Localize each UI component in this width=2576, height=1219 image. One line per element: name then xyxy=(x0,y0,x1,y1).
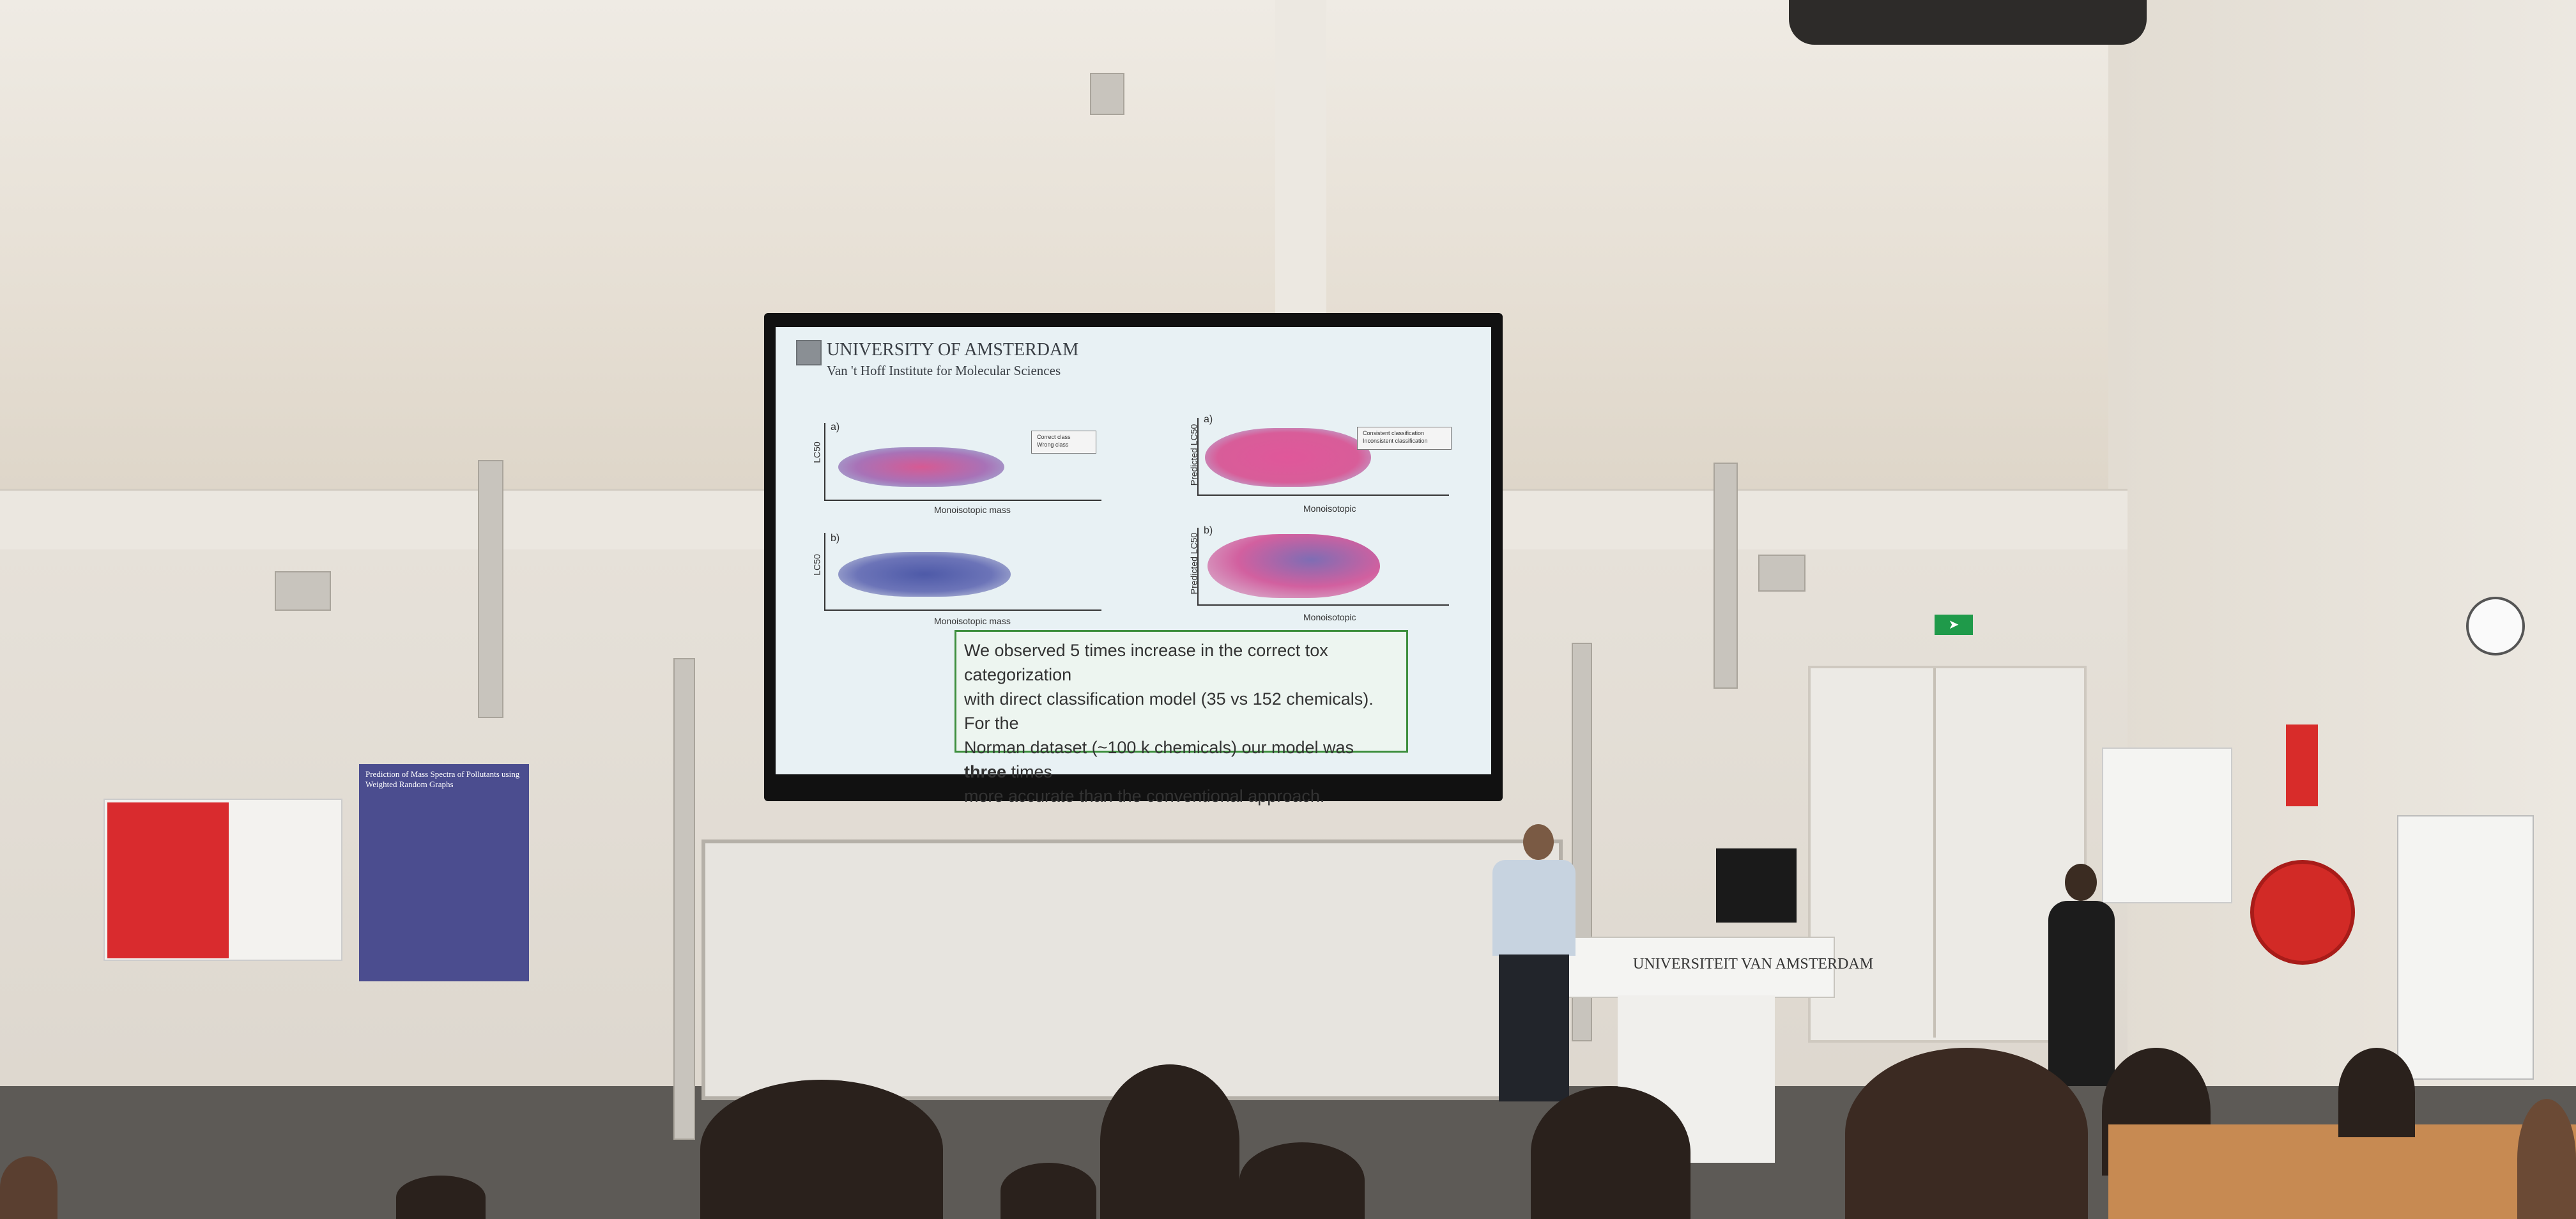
scatter-plot-a-right xyxy=(1197,418,1449,496)
presenter-shirt xyxy=(1492,860,1575,956)
audience-head xyxy=(2338,1048,2415,1137)
text-line: with direct classification model (35 vs … xyxy=(964,689,1374,733)
audience-head xyxy=(0,1156,57,1219)
y-axis-label: LC50 xyxy=(811,441,822,463)
x-axis-label: Monoisotopic mass xyxy=(934,505,1011,515)
panel-label: b) xyxy=(1204,525,1213,536)
wall-speaker-right xyxy=(1758,555,1805,592)
audience-head xyxy=(1239,1142,1365,1219)
whiteboard xyxy=(702,839,1563,1100)
university-name: UNIVERSITY OF AMSTERDAM xyxy=(827,340,1079,360)
audience-head xyxy=(700,1080,943,1219)
audience-head xyxy=(1100,1064,1239,1219)
institute-name: Van 't Hoff Institute for Molecular Scie… xyxy=(827,363,1061,378)
projector xyxy=(1789,0,2147,45)
clock-icon xyxy=(2466,597,2525,656)
presenter-trousers xyxy=(1499,954,1569,1101)
legend-entry: Inconsistent classification xyxy=(1363,438,1428,444)
y-axis-label: Predicted LC50 xyxy=(1188,532,1199,595)
scatter-plot-b-left xyxy=(824,533,1101,611)
scatter-plot-b-right xyxy=(1197,528,1449,606)
legend-entry: Wrong class xyxy=(1037,441,1069,448)
scatter-cloud xyxy=(1208,534,1380,598)
x-axis-label: Monoisotopic mass xyxy=(934,616,1011,626)
text-line: We observed 5 times increase in the corr… xyxy=(964,641,1328,684)
scatter-cloud xyxy=(1205,428,1371,487)
right-speaker-column xyxy=(1713,463,1738,689)
y-axis-label: Predicted LC50 xyxy=(1188,424,1199,486)
left-speaker-column xyxy=(478,460,503,718)
bold-word: three xyxy=(964,762,1007,781)
slide-text: We observed 5 times increase in the corr… xyxy=(964,638,1399,808)
poster-right-wall xyxy=(2102,747,2232,903)
text-line: times xyxy=(1006,762,1053,781)
slide-text-box: We observed 5 times increase in the corr… xyxy=(954,630,1408,806)
slide-header: UNIVERSITY OF AMSTERDAM Van 't Hoff Inst… xyxy=(796,340,1179,385)
fire-sign-icon xyxy=(2286,724,2318,806)
legend-entry: Consistent classification xyxy=(1363,430,1425,436)
legend-right: Consistent classification Inconsistent c… xyxy=(1357,427,1452,450)
scatter-cloud xyxy=(838,552,1011,597)
double-doors xyxy=(1808,666,2087,1043)
scatter-cloud xyxy=(838,447,1004,487)
audience-head xyxy=(1531,1086,1690,1219)
woman-body xyxy=(2048,901,2115,1086)
audience-head xyxy=(1845,1048,2088,1219)
audience-head xyxy=(2517,1099,2576,1219)
poster-title: Prediction of Mass Spectra of Pollutants… xyxy=(365,769,520,789)
text-line: Norman dataset (~100 k chemicals) our mo… xyxy=(964,738,1354,757)
x-axis-label: Monoisotopic xyxy=(1303,503,1356,514)
panel-label: a) xyxy=(831,422,840,433)
wall-pillar xyxy=(1275,0,1326,319)
uva-logo-icon xyxy=(796,340,822,365)
wall-speaker-left xyxy=(275,571,331,611)
audience-head xyxy=(396,1176,486,1219)
podium-monitor xyxy=(1716,848,1797,923)
presenter-head xyxy=(1523,824,1554,860)
audience-head xyxy=(1000,1163,1096,1219)
scatter-plot-a-left xyxy=(824,423,1101,501)
woman-head xyxy=(2065,864,2097,901)
podium-label: UNIVERSITEIT VAN AMSTERDAM xyxy=(1633,956,1874,972)
panel-label: a) xyxy=(1204,414,1213,425)
audience-seats xyxy=(2108,1124,2576,1219)
panel-label: b) xyxy=(831,533,840,544)
door-split xyxy=(1933,668,1936,1038)
exit-sign-icon: ➤ xyxy=(1935,615,1973,635)
text-line: more accurate than the conventional appr… xyxy=(964,786,1325,806)
board-rail-left xyxy=(673,658,695,1140)
podium xyxy=(1564,937,1835,998)
wall-sensor xyxy=(1090,73,1124,115)
x-axis-label: Monoisotopic xyxy=(1303,612,1356,622)
poster-far-right xyxy=(2397,815,2534,1080)
legend-entry: Correct class xyxy=(1037,434,1071,440)
y-axis-label: LC50 xyxy=(811,554,822,576)
poster-purple: Prediction of Mass Spectra of Pollutants… xyxy=(359,764,529,981)
legend-left: Correct class Wrong class xyxy=(1031,431,1096,454)
fire-hose-reel-icon xyxy=(2250,860,2355,965)
poster-red-panel xyxy=(107,802,229,958)
